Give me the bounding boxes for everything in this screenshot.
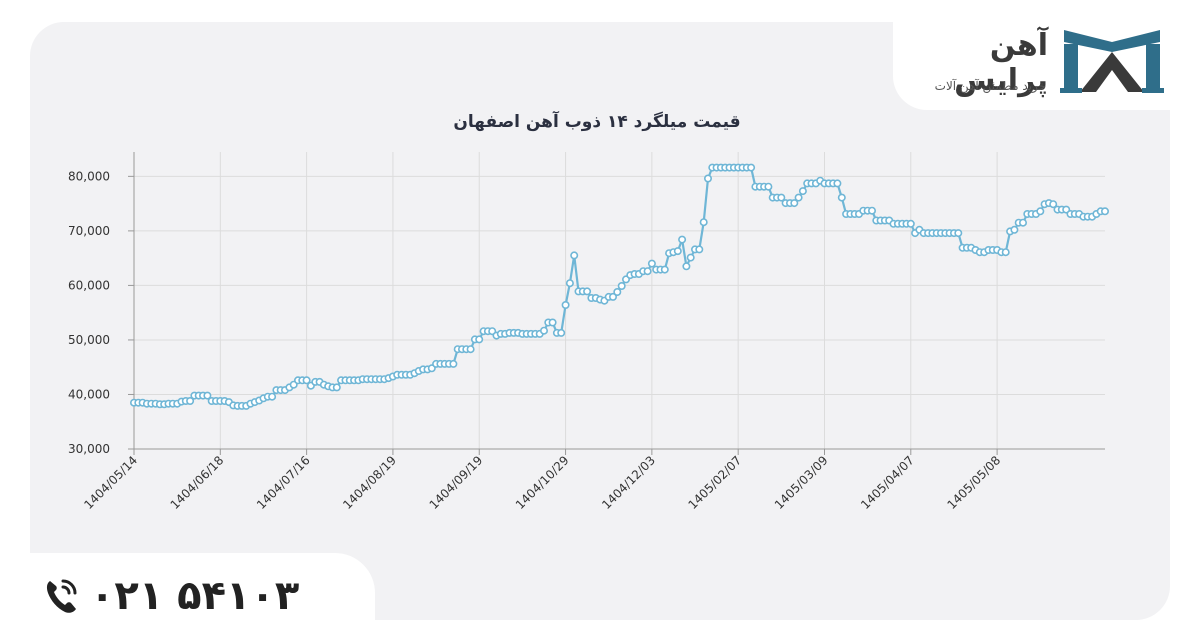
data-point: [302, 376, 311, 385]
data-point: [798, 187, 807, 196]
x-tick-label: 1404/05/14: [81, 453, 140, 512]
data-point: [548, 318, 557, 327]
data-point: [570, 251, 579, 260]
data-point: [673, 247, 682, 256]
x-tick-label: 1404/09/19: [427, 453, 486, 512]
data-point: [678, 235, 687, 244]
data-point: [203, 391, 212, 400]
data-point: [699, 218, 708, 227]
data-point: [613, 287, 622, 296]
x-tick-label: 1404/07/16: [254, 453, 313, 512]
data-point: [332, 383, 341, 392]
x-tick-label: 1405/04/07: [858, 453, 917, 512]
data-point: [747, 163, 756, 172]
data-point: [557, 328, 566, 337]
data-point: [1036, 207, 1045, 216]
y-tick-label: 50,000: [68, 333, 110, 347]
data-point: [617, 281, 626, 290]
y-tick-label: 80,000: [68, 169, 110, 183]
data-point: [647, 259, 656, 268]
data-point: [565, 279, 574, 288]
data-point: [583, 287, 592, 296]
contact-footer: [0, 553, 375, 641]
data-point: [954, 229, 963, 238]
data-point: [561, 300, 570, 309]
data-point: [906, 219, 915, 228]
x-tick-label: 1404/08/19: [340, 453, 399, 512]
chart-title: قیمت میلگرد ۱۴ ذوب آهن اصفهان: [453, 110, 740, 132]
data-point: [608, 292, 617, 301]
phone-number: ۰۲۱ ۵۴۱۰۳: [90, 573, 300, 619]
data-point: [268, 392, 277, 401]
data-point: [466, 345, 475, 354]
data-point: [777, 193, 786, 202]
data-point: [539, 326, 548, 335]
x-tick-label: 1404/10/29: [513, 453, 572, 512]
brand-logo-icon: [1060, 30, 1164, 93]
data-point: [1101, 207, 1110, 216]
x-tick-label: 1405/05/08: [944, 453, 1003, 512]
phone-contact[interactable]: ۰۲۱ ۵۴۱۰۳: [44, 572, 299, 620]
data-point: [643, 267, 652, 276]
y-tick-label: 60,000: [68, 278, 110, 292]
data-point: [833, 179, 842, 188]
data-point: [695, 245, 704, 254]
y-tick-label: 30,000: [68, 442, 110, 456]
data-point: [686, 253, 695, 262]
data-point: [475, 335, 484, 344]
data-point: [790, 199, 799, 208]
y-tick-label: 40,000: [68, 387, 110, 401]
data-point: [867, 206, 876, 215]
data-point: [764, 182, 773, 191]
data-point: [794, 193, 803, 202]
data-point: [837, 193, 846, 202]
x-tick-label: 1405/03/09: [772, 453, 831, 512]
data-point: [186, 396, 195, 405]
data-point: [682, 262, 691, 271]
data-point: [1018, 218, 1027, 227]
data-point: [1001, 248, 1010, 257]
brand-name: آهن پرایس: [954, 28, 1048, 98]
x-tick-label: 1404/12/03: [599, 453, 658, 512]
y-tick-label: 70,000: [68, 224, 110, 238]
data-point: [449, 359, 458, 368]
data-point: [660, 265, 669, 274]
brand-tagline: خرید مطمئن آهن آلات: [934, 79, 1046, 93]
x-tick-label: 1405/02/07: [685, 453, 744, 512]
x-tick-label: 1404/06/18: [168, 453, 227, 512]
data-point: [1049, 200, 1058, 209]
phone-icon: [46, 579, 77, 613]
data-point: [703, 174, 712, 183]
data-point: [1010, 225, 1019, 234]
